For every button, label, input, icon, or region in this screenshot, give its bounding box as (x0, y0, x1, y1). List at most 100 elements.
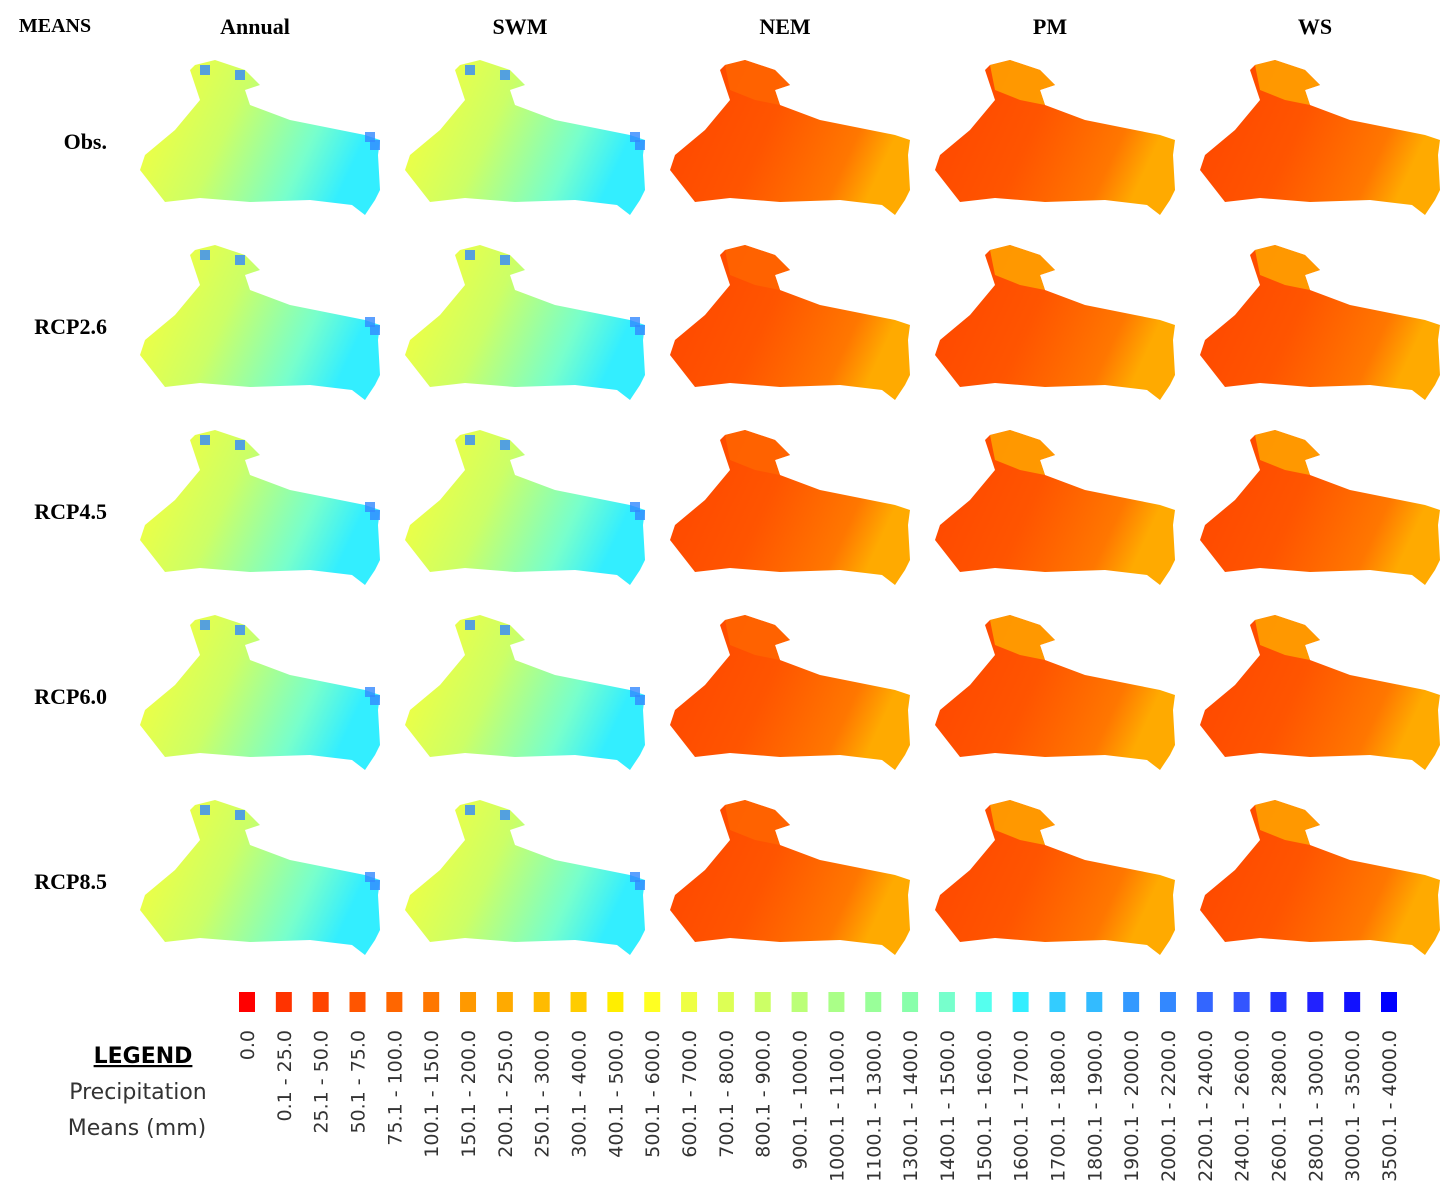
row-label: Obs. (64, 129, 107, 154)
legend-swatch (865, 992, 881, 1012)
legend-label: 100.1 - 150.0 (421, 1030, 443, 1158)
basin-map (935, 615, 1175, 770)
basin-map (140, 430, 380, 585)
basin-map (935, 430, 1175, 585)
basin-map (670, 800, 910, 955)
row-label: RCP6.0 (34, 684, 107, 709)
legend-swatch (534, 992, 550, 1012)
basin-map (670, 430, 910, 585)
legend-label: 1400.1 - 1500.0 (937, 1030, 959, 1182)
map-cell (200, 65, 210, 75)
basin-map (670, 245, 910, 400)
basin-map (140, 245, 380, 400)
legend-swatch (460, 992, 476, 1012)
basin-map (405, 800, 645, 955)
map-cell (500, 255, 510, 265)
basin-shape (670, 60, 910, 215)
legend-swatch (828, 992, 844, 1012)
basin-shape (140, 430, 380, 585)
map-cell (235, 810, 245, 820)
legend-label: 2800.1 - 3000.0 (1305, 1030, 1327, 1182)
legend-swatch (1160, 992, 1176, 1012)
map-cell (465, 250, 475, 260)
legend-title: LEGEND (94, 1044, 193, 1069)
basin-map (405, 245, 645, 400)
legend-label: 250.1 - 300.0 (532, 1030, 554, 1158)
basin-shape (405, 615, 645, 770)
basin-shape (1200, 615, 1440, 770)
legend-label: 2000.1 - 2200.0 (1158, 1030, 1180, 1182)
map-cell (235, 625, 245, 635)
legend-swatch (1013, 992, 1029, 1012)
basin-map (935, 800, 1175, 955)
legend-label: 0.1 - 25.0 (274, 1030, 296, 1121)
legend-subtitle: Means (mm) (68, 1116, 206, 1141)
legend-label: 1300.1 - 1400.0 (900, 1030, 922, 1182)
legend-label: 1900.1 - 2000.0 (1121, 1030, 1143, 1182)
map-cell (465, 435, 475, 445)
legend-swatch (1123, 992, 1139, 1012)
basin-map (140, 615, 380, 770)
legend-label: 400.1 - 500.0 (605, 1030, 627, 1158)
basin-shape (405, 430, 645, 585)
basin-map (935, 245, 1175, 400)
legend-label: 3000.1 - 3500.0 (1342, 1030, 1364, 1182)
basin-shape (140, 615, 380, 770)
basin-shape (670, 800, 910, 955)
basin-map (670, 60, 910, 215)
legend-label: 800.1 - 900.0 (753, 1030, 775, 1158)
figure: MEANS LEGEND Precipitation Means (mm) An… (0, 0, 1440, 1188)
legend-swatch (1234, 992, 1250, 1012)
legend-label: 150.1 - 200.0 (458, 1030, 480, 1158)
map-cell (635, 510, 645, 520)
map-cell (635, 880, 645, 890)
basin-map (405, 60, 645, 215)
basin-map (1200, 60, 1440, 215)
basin-shape (405, 800, 645, 955)
map-cell (200, 805, 210, 815)
legend-swatch (497, 992, 513, 1012)
column-label: SWM (493, 14, 548, 39)
legend-swatch (976, 992, 992, 1012)
legend-label: 2200.1 - 2400.0 (1195, 1030, 1217, 1182)
legend-swatch (939, 992, 955, 1012)
legend-label: 200.1 - 250.0 (495, 1030, 517, 1158)
legend-swatch (792, 992, 808, 1012)
basin-map (935, 60, 1175, 215)
legend-swatch (644, 992, 660, 1012)
map-cell (370, 140, 380, 150)
column-label: WS (1298, 14, 1332, 39)
map-cell (370, 325, 380, 335)
legend-swatch (718, 992, 734, 1012)
row-label: RCP4.5 (34, 499, 107, 524)
map-cell (200, 435, 210, 445)
map-cell (635, 695, 645, 705)
basin-shape (405, 245, 645, 400)
map-cell (370, 695, 380, 705)
map-cell (370, 880, 380, 890)
legend-swatch (313, 992, 329, 1012)
map-cell (635, 325, 645, 335)
legend-swatch (350, 992, 366, 1012)
legend-swatch (1307, 992, 1323, 1012)
basin-shape (935, 615, 1175, 770)
legend-label: 1500.1 - 1600.0 (974, 1030, 996, 1182)
basin-shape (670, 245, 910, 400)
legend-swatch (423, 992, 439, 1012)
legend-swatch (239, 992, 255, 1012)
legend-label: 1700.1 - 1800.0 (1047, 1030, 1069, 1182)
basin-shape (140, 800, 380, 955)
map-cell (635, 140, 645, 150)
map-cell (500, 625, 510, 635)
basin-map (405, 430, 645, 585)
basin-shape (670, 430, 910, 585)
basin-shape (1200, 800, 1440, 955)
legend-label: 2400.1 - 2600.0 (1232, 1030, 1254, 1182)
legend-swatch (1344, 992, 1360, 1012)
basin-shape (405, 60, 645, 215)
legend-subtitle: Precipitation (69, 1080, 207, 1105)
legend-label: 75.1 - 100.0 (384, 1030, 406, 1146)
basin-shape (140, 245, 380, 400)
legend-label: 1800.1 - 1900.0 (1084, 1030, 1106, 1182)
basin-shape (935, 800, 1175, 955)
